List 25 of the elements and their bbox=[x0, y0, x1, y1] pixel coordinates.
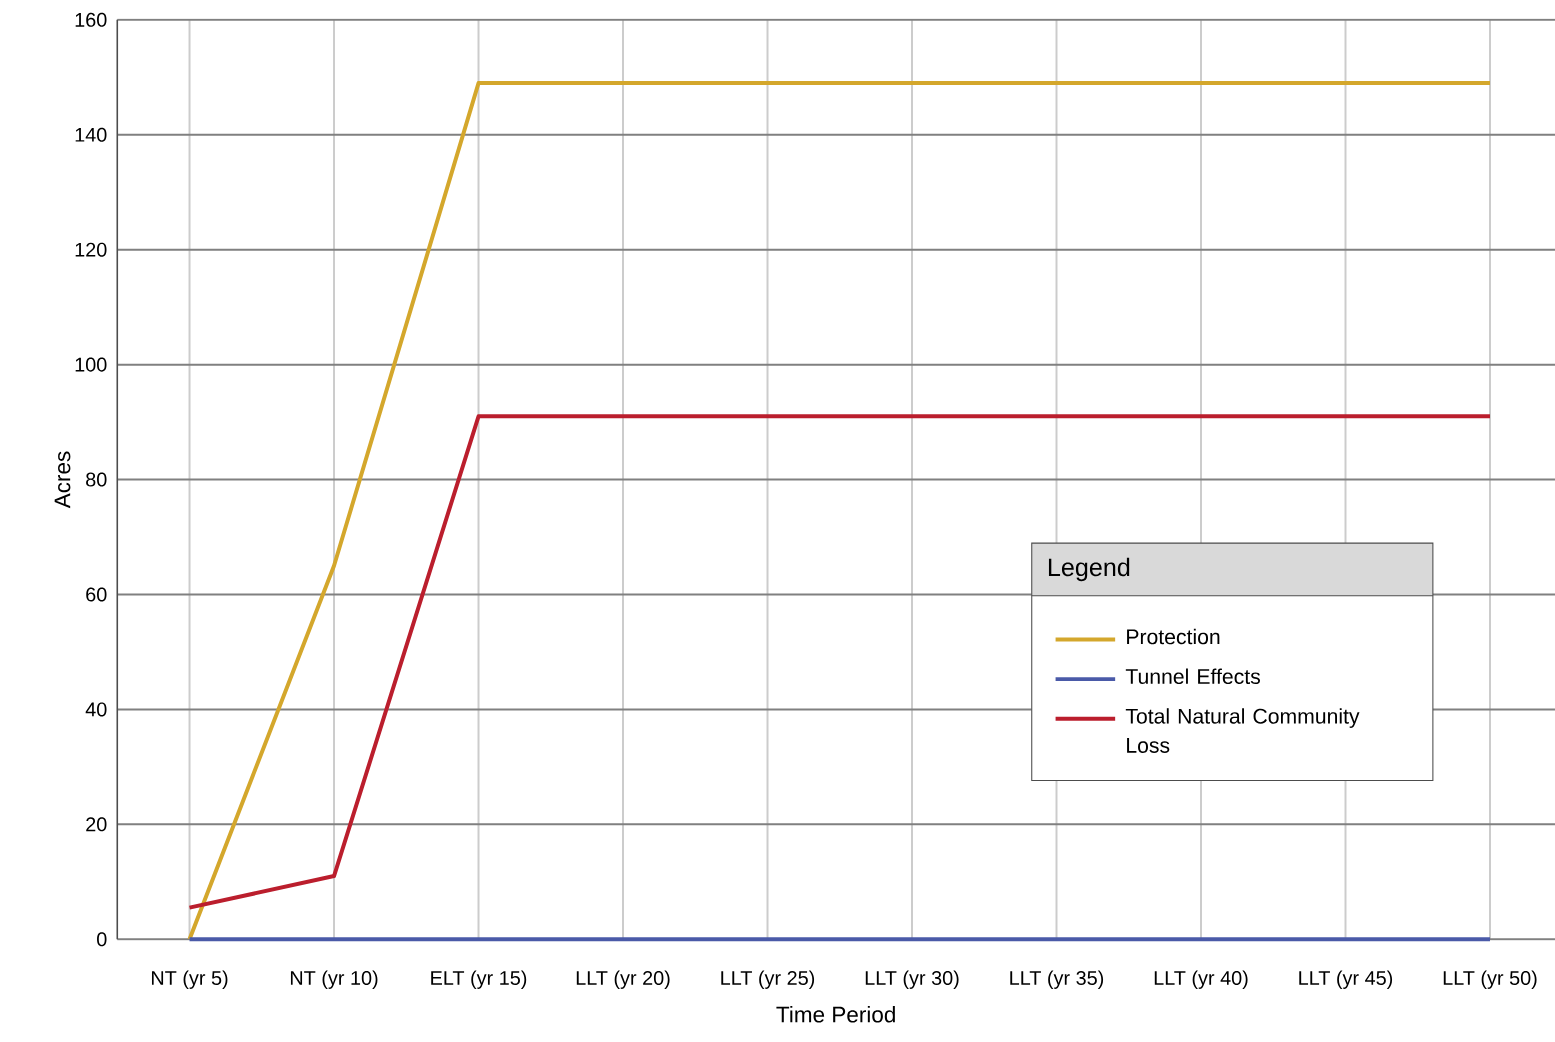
y-tick-label: 140 bbox=[75, 127, 107, 143]
x-tick-label: LLT (yr 30) bbox=[865, 970, 959, 990]
x-tick-label: NT (yr 5) bbox=[151, 970, 228, 990]
y-tick-label: 120 bbox=[75, 242, 107, 257]
x-tick-label: LLT (yr 50) bbox=[1443, 970, 1537, 990]
x-tick-label: ELT (yr 15) bbox=[431, 970, 527, 990]
x-tick-label: LLT (yr 20) bbox=[576, 970, 670, 990]
legend-title: Legend bbox=[1048, 557, 1130, 582]
y-tick-label: 100 bbox=[75, 357, 107, 372]
y-tick-label: 20 bbox=[86, 817, 107, 832]
legend-label: Tunnel Effects bbox=[1125, 668, 1260, 685]
x-tick-label: LLT (yr 45) bbox=[1299, 970, 1393, 990]
y-tick-label: 40 bbox=[85, 702, 107, 717]
x-axis-title: Time Period bbox=[776, 1006, 895, 1023]
legend-label: Total Natural Community Loss bbox=[1125, 708, 1360, 754]
y-axis-title: Acres bbox=[54, 451, 71, 509]
x-tick-label: NT (yr 10) bbox=[290, 970, 378, 990]
legend-label: Protection bbox=[1127, 628, 1220, 645]
y-tick-label: 80 bbox=[86, 472, 107, 487]
y-tick-label: 60 bbox=[86, 587, 107, 602]
x-tick-label: LLT (yr 40) bbox=[1154, 970, 1248, 990]
y-tick-label: 160 bbox=[75, 13, 107, 28]
x-tick-label: LLT (yr 35) bbox=[1010, 970, 1104, 990]
x-tick-label: LLT (yr 25) bbox=[721, 970, 815, 990]
y-tick-label: 0 bbox=[97, 932, 107, 947]
